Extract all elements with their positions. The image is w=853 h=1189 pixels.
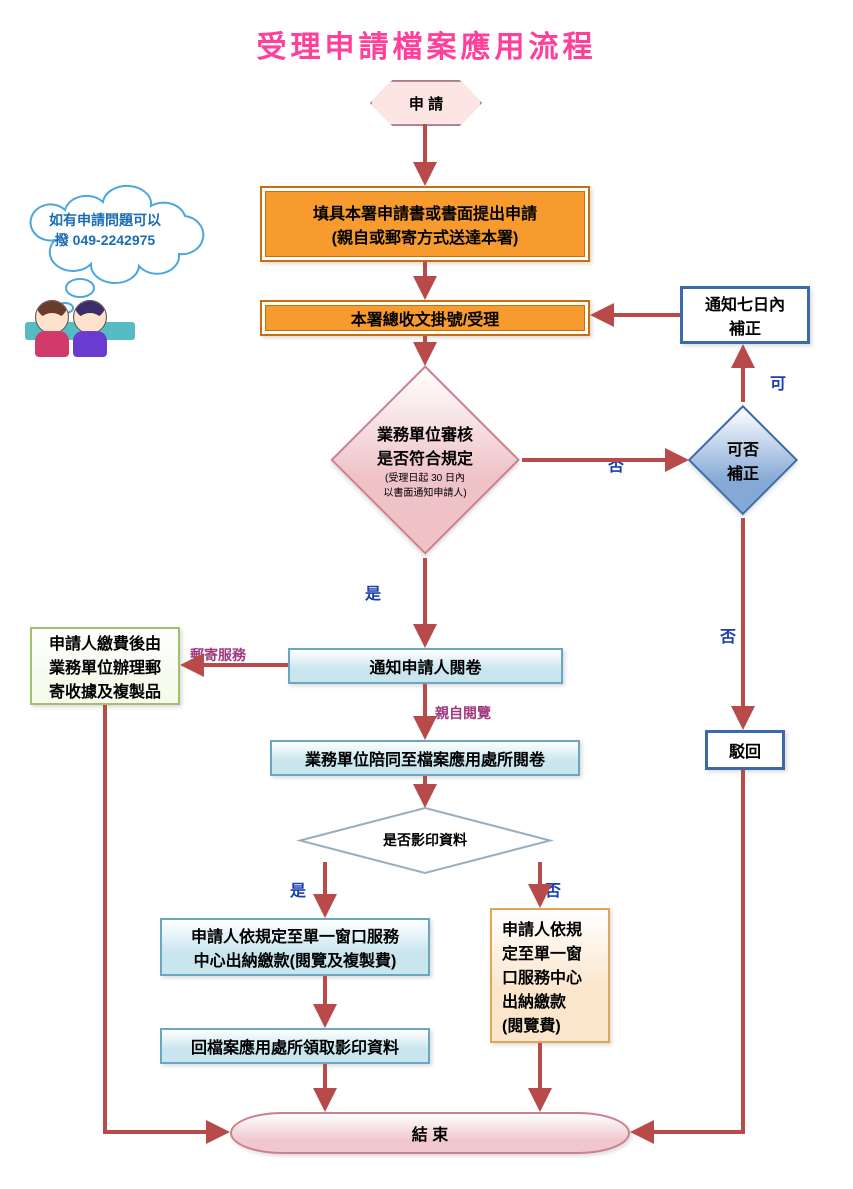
node-start-label: 申 請 [409, 93, 443, 114]
decision-copy: 是否影印資料 [300, 808, 550, 873]
node-collect: 回檔案應用處所領取影印資料 [160, 1028, 430, 1064]
decision-correctable-label: 可否 補正 [727, 436, 759, 484]
node-notify-read: 通知申請人閱卷 [288, 648, 563, 684]
node-register-label: 本署總收文掛號/受理 [351, 306, 499, 330]
decision-correctable: 可否 補正 [688, 405, 798, 515]
arrows-layer [0, 0, 853, 1189]
node-pay-view: 申請人依規 定至單一窗 口服務中心 出納繳款 (閱覽費) [490, 908, 610, 1043]
node-register: 本署總收文掛號/受理 [260, 300, 590, 336]
decision-review: 業務單位審核 是否符合規定 (受理日起 30 日內 以書面通知申請人) [330, 365, 520, 555]
label-self-view: 親自閱覽 [435, 703, 491, 723]
flowchart-canvas: { "title": { "text": "受理申請檔案應用流程", "colo… [0, 0, 853, 1189]
node-end: 結 束 [230, 1112, 630, 1154]
label-d1-no: 否 [608, 452, 624, 476]
help-line2: 撥 049-2242975 [49, 230, 161, 250]
label-d2-yes: 可 [770, 370, 786, 394]
node-reject: 駁回 [705, 730, 785, 770]
decision-review-label: 業務單位審核 是否符合規定 (受理日起 30 日內 以書面通知申請人) [377, 421, 473, 499]
help-cloud-text: 如有申請問題可以 撥 049-2242975 [49, 210, 161, 250]
decision-copy-label: 是否影印資料 [383, 830, 467, 850]
node-fill-form: 填具本署申請書或書面提出申請 (親自或郵寄方式送達本署) [260, 186, 590, 262]
help-line1: 如有申請問題可以 [49, 210, 161, 230]
node-start: 申 請 [370, 80, 482, 126]
page-title: 受理申請檔案應用流程 [0, 22, 853, 66]
label-d3-no: 否 [545, 877, 561, 901]
label-d2-no: 否 [720, 623, 736, 647]
node-fill-form-l1: 填具本署申請書或書面提出申請 [313, 200, 537, 224]
node-mail-service: 申請人繳費後由 業務單位辦理郵 寄收據及複製品 [30, 627, 180, 705]
node-fill-form-l2: (親自或郵寄方式送達本署) [332, 224, 519, 248]
node-notify-7days: 通知七日內 補正 [680, 286, 810, 344]
node-accompany: 業務單位陪同至檔案應用處所閱卷 [270, 740, 580, 776]
label-mail-service: 郵寄服務 [190, 645, 246, 665]
label-d3-yes: 是 [290, 877, 306, 901]
node-pay-copy: 申請人依規定至單一窗口服務 中心出納繳款(閱覽及複製費) [160, 918, 430, 976]
label-d1-yes: 是 [365, 580, 381, 604]
